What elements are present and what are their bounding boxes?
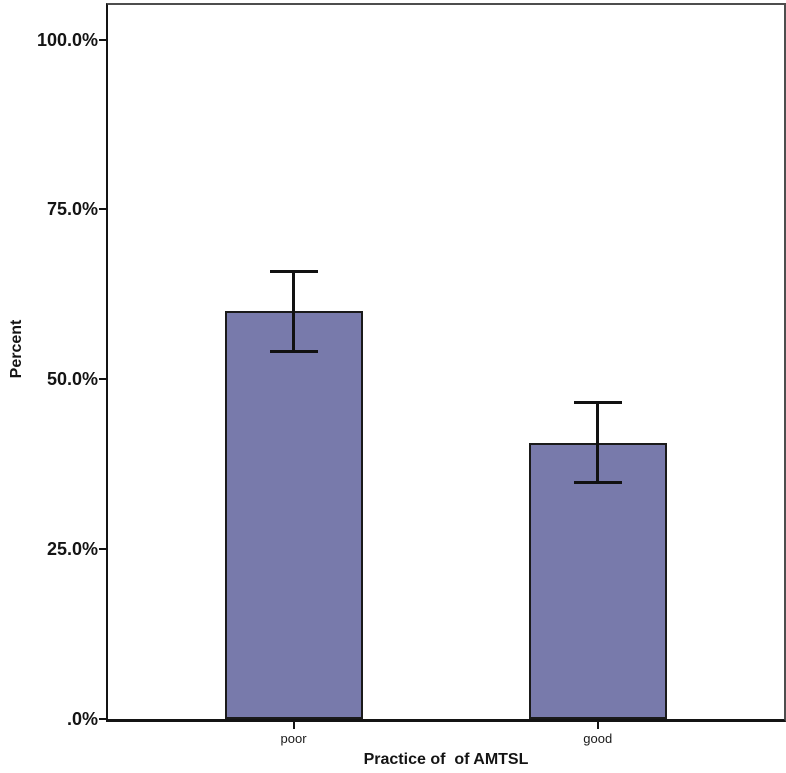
- error-bar-cap-bottom: [269, 350, 318, 354]
- bar-good: [528, 443, 667, 719]
- y-tick-label: 100.0%: [36, 29, 98, 50]
- plot-area: 100.0% 75.0% 50.0% 25.0% .0% poor good: [37, 3, 786, 746]
- error-bar-line: [596, 402, 600, 484]
- bar-poor: [224, 311, 363, 719]
- y-tick-label: 25.0%: [46, 539, 98, 560]
- y-tick-mark: [99, 548, 108, 551]
- x-axis-title: Practice of of AMTSL: [363, 751, 529, 768]
- x-tick-label: good: [583, 731, 613, 746]
- y-tick-mark: [99, 718, 108, 720]
- error-bar-cap-bottom: [573, 481, 622, 485]
- error-bar-cap-top: [573, 401, 622, 405]
- x-tick-mark: [292, 722, 295, 729]
- error-bar-cap-top: [269, 269, 318, 273]
- error-bar-line: [292, 270, 296, 353]
- x-tick-label: poor: [280, 731, 307, 746]
- y-tick-label: .0%: [66, 709, 98, 729]
- y-tick-mark: [99, 208, 108, 211]
- y-tick-label: 50.0%: [46, 369, 98, 390]
- y-tick-mark: [99, 378, 108, 381]
- y-tick-label: 75.0%: [46, 199, 98, 220]
- y-tick-mark: [99, 38, 108, 41]
- x-tick-mark: [596, 722, 599, 729]
